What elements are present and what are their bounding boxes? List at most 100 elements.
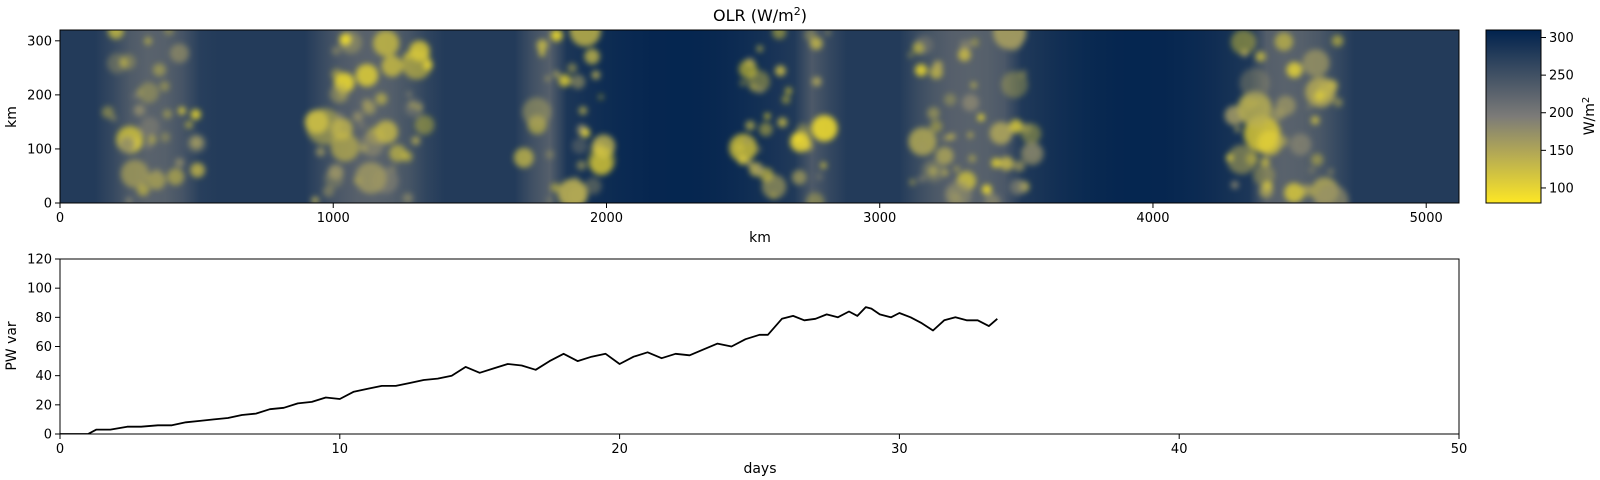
olr-cloud-cell [757, 86, 764, 94]
olr-cloud-cell [306, 108, 343, 145]
olr-cloud-cell [544, 75, 551, 82]
olr-cloud-cell [120, 159, 149, 188]
olr-cloud-cell [178, 107, 186, 115]
olr-cloud-cell [152, 168, 162, 178]
olr-cloud-cell [1227, 144, 1257, 175]
olr-cloud-cell [932, 60, 943, 71]
olr-cloud-cell [1253, 120, 1263, 129]
olr-cloud-cell [1327, 168, 1334, 175]
olr-cloud-cell [132, 92, 141, 101]
olr-cloud-cell [1300, 184, 1314, 198]
olr-cloud-cell [160, 132, 171, 143]
x-tick-label: 4000 [1136, 211, 1169, 226]
olr-cloud-cell [108, 30, 124, 40]
olr-cloud-cell [329, 84, 349, 104]
olr-cloud-cell [546, 197, 553, 203]
olr-cloud-cell [1331, 35, 1344, 47]
y-tick-label: 0 [44, 428, 52, 443]
olr-y-label: km [4, 106, 20, 128]
olr-cloud-cell [162, 109, 173, 119]
x-tick-label: 40 [1171, 442, 1188, 457]
olr-cloud-cell [567, 63, 578, 74]
pw-variance-line [60, 306, 998, 434]
olr-cloud-cell [186, 133, 207, 154]
y-tick-label: 200 [27, 88, 52, 103]
olr-cloud-cell [824, 30, 832, 36]
x-tick-label: 50 [1451, 442, 1468, 457]
olr-cloud-cell [918, 175, 926, 183]
olr-cloud-cell [967, 132, 974, 139]
x-tick-label: 3000 [863, 211, 896, 226]
olr-cloud-cell [746, 160, 753, 167]
y-tick-label: 20 [35, 398, 52, 413]
x-tick-label: 2000 [590, 211, 623, 226]
olr-cloud-cell [775, 65, 786, 77]
colorbar: 100 150 200 250 300 W/m2 [1485, 29, 1598, 204]
olr-cloud-cell [159, 81, 170, 92]
olr-cloud-cell [404, 98, 424, 118]
olr-cloud-cell [370, 149, 377, 157]
olr-cloud-cell [907, 52, 914, 58]
olr-cloud-cell [597, 94, 604, 100]
olr-cloud-cell [513, 147, 534, 168]
olr-cloud-cell [953, 166, 960, 172]
olr-cloud-cell [339, 33, 352, 46]
olr-cloud-cell [770, 192, 777, 200]
olr-cloud-cell [169, 43, 189, 63]
olr-cloud-cell [1310, 115, 1320, 125]
colorbar-tick-label: 100 [1549, 181, 1574, 196]
olr-cloud-cell [1289, 133, 1312, 156]
olr-cloud-cell [1025, 145, 1040, 160]
olr-cloud-cell [949, 133, 956, 140]
olr-cloud-cell [820, 162, 827, 169]
olr-cloud-cell [739, 79, 747, 87]
pw-panel: 0 10 20 30 40 50 0 20 40 60 80 100 120 days PW var [4, 253, 1467, 478]
olr-cloud-cell [545, 150, 555, 159]
pw-y-label: PW var [4, 321, 20, 371]
olr-cloud-cell [1004, 33, 1023, 51]
olr-cloud-cell [734, 143, 745, 153]
olr-cloud-cell [1333, 97, 1343, 107]
pw-x-ticks: 0 10 20 30 40 50 [56, 434, 1467, 457]
olr-cloud-cell [152, 63, 166, 77]
olr-cloud-cell [921, 159, 946, 183]
y-tick-label: 100 [27, 282, 52, 297]
colorbar-ticks: 100 150 200 250 300 [1541, 31, 1574, 196]
olr-cloud-cell [1284, 182, 1304, 203]
pw-line-layer [60, 306, 998, 434]
olr-cloud-cell [1274, 32, 1294, 51]
olr-cloud-cell [389, 144, 407, 162]
olr-cloud-cell [331, 68, 343, 80]
olr-cloud-cell [977, 114, 985, 121]
olr-cloud-cell [361, 98, 373, 110]
colorbar-tick-label: 200 [1549, 106, 1574, 121]
olr-cloud-cell [944, 93, 957, 106]
olr-cloud-cell [927, 107, 940, 120]
olr-cloud-cell [1020, 123, 1042, 144]
olr-cloud-cell [322, 185, 335, 197]
olr-cloud-cell [569, 30, 601, 47]
y-tick-label: 60 [35, 340, 52, 355]
olr-cloud-cell [1323, 90, 1331, 99]
y-tick-label: 120 [27, 253, 52, 268]
x-tick-label: 20 [611, 442, 628, 457]
olr-cloud-cell [324, 169, 344, 189]
olr-cloud-cell [917, 143, 926, 152]
olr-cloud-cell [110, 115, 117, 122]
olr-cloud-cell [550, 30, 563, 42]
olr-cloud-cell [772, 30, 787, 40]
olr-cloud-cell [908, 127, 937, 156]
olr-cloud-cell [330, 133, 360, 162]
olr-cloud-layer [101, 30, 1349, 203]
olr-cloud-cell [744, 137, 751, 144]
olr-x-label: km [749, 230, 771, 246]
olr-cloud-cell [401, 49, 432, 80]
olr-cloud-cell [359, 144, 368, 153]
olr-cloud-cell [522, 97, 552, 127]
olr-cloud-cell [1272, 107, 1285, 121]
olr-cloud-cell [411, 136, 421, 146]
olr-cloud-cell [791, 170, 807, 185]
olr-cloud-cell [811, 76, 822, 87]
olr-cloud-cell [737, 155, 748, 165]
olr-cloud-cell [373, 30, 400, 57]
